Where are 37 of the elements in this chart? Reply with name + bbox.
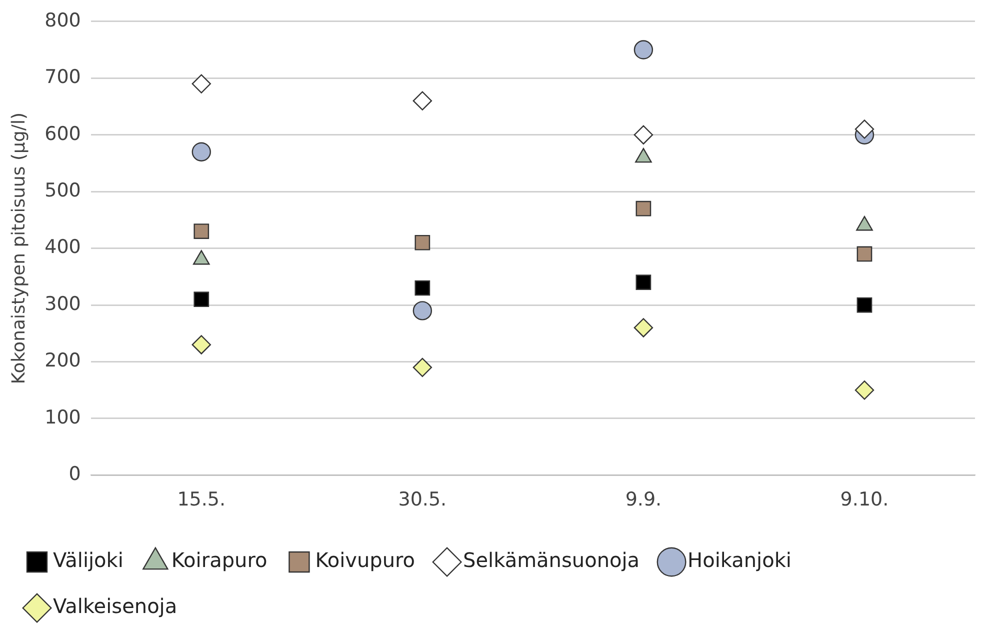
y-tick-label: 500 bbox=[44, 180, 81, 202]
y-tick-label: 300 bbox=[44, 292, 81, 315]
y-axis-title: Kokonaistypen pitoisuus (µg/l) bbox=[8, 112, 30, 384]
legend-label: Selkämänsuonoja bbox=[463, 548, 640, 572]
point bbox=[194, 292, 210, 308]
point bbox=[192, 335, 211, 354]
y-tick-label: 400 bbox=[44, 236, 81, 258]
point bbox=[854, 380, 874, 400]
point bbox=[636, 274, 652, 290]
legend-label: Välijoki bbox=[53, 548, 124, 572]
point bbox=[854, 120, 874, 139]
legend-label: Valkeisenoja bbox=[53, 594, 178, 618]
x-tick-label: 15.5. bbox=[177, 488, 226, 511]
point bbox=[634, 125, 654, 144]
point bbox=[636, 200, 652, 216]
point bbox=[412, 301, 432, 320]
x-tick-label: 30.5. bbox=[398, 488, 447, 511]
legend-label: Koivupuro bbox=[315, 548, 416, 572]
legend-label: Koirapuro bbox=[171, 548, 268, 572]
legend-label: Hoikanjoki bbox=[688, 548, 792, 572]
point bbox=[412, 358, 432, 378]
point bbox=[194, 224, 210, 239]
y-tick-label: 600 bbox=[44, 122, 81, 145]
x-tick-label: 9.10. bbox=[840, 488, 889, 511]
y-tick-label: 800 bbox=[44, 9, 81, 32]
point bbox=[856, 297, 872, 313]
point bbox=[414, 280, 430, 296]
point bbox=[414, 234, 430, 250]
point bbox=[634, 40, 654, 60]
point bbox=[192, 142, 211, 162]
y-tick-label: 100 bbox=[44, 406, 81, 428]
y-tick-label: 0 bbox=[68, 463, 81, 486]
y-tick-label: 200 bbox=[44, 350, 81, 372]
y-tick-label: 700 bbox=[44, 66, 81, 88]
point bbox=[634, 318, 654, 338]
x-tick-label: 9.9. bbox=[625, 488, 662, 511]
point bbox=[856, 246, 872, 262]
